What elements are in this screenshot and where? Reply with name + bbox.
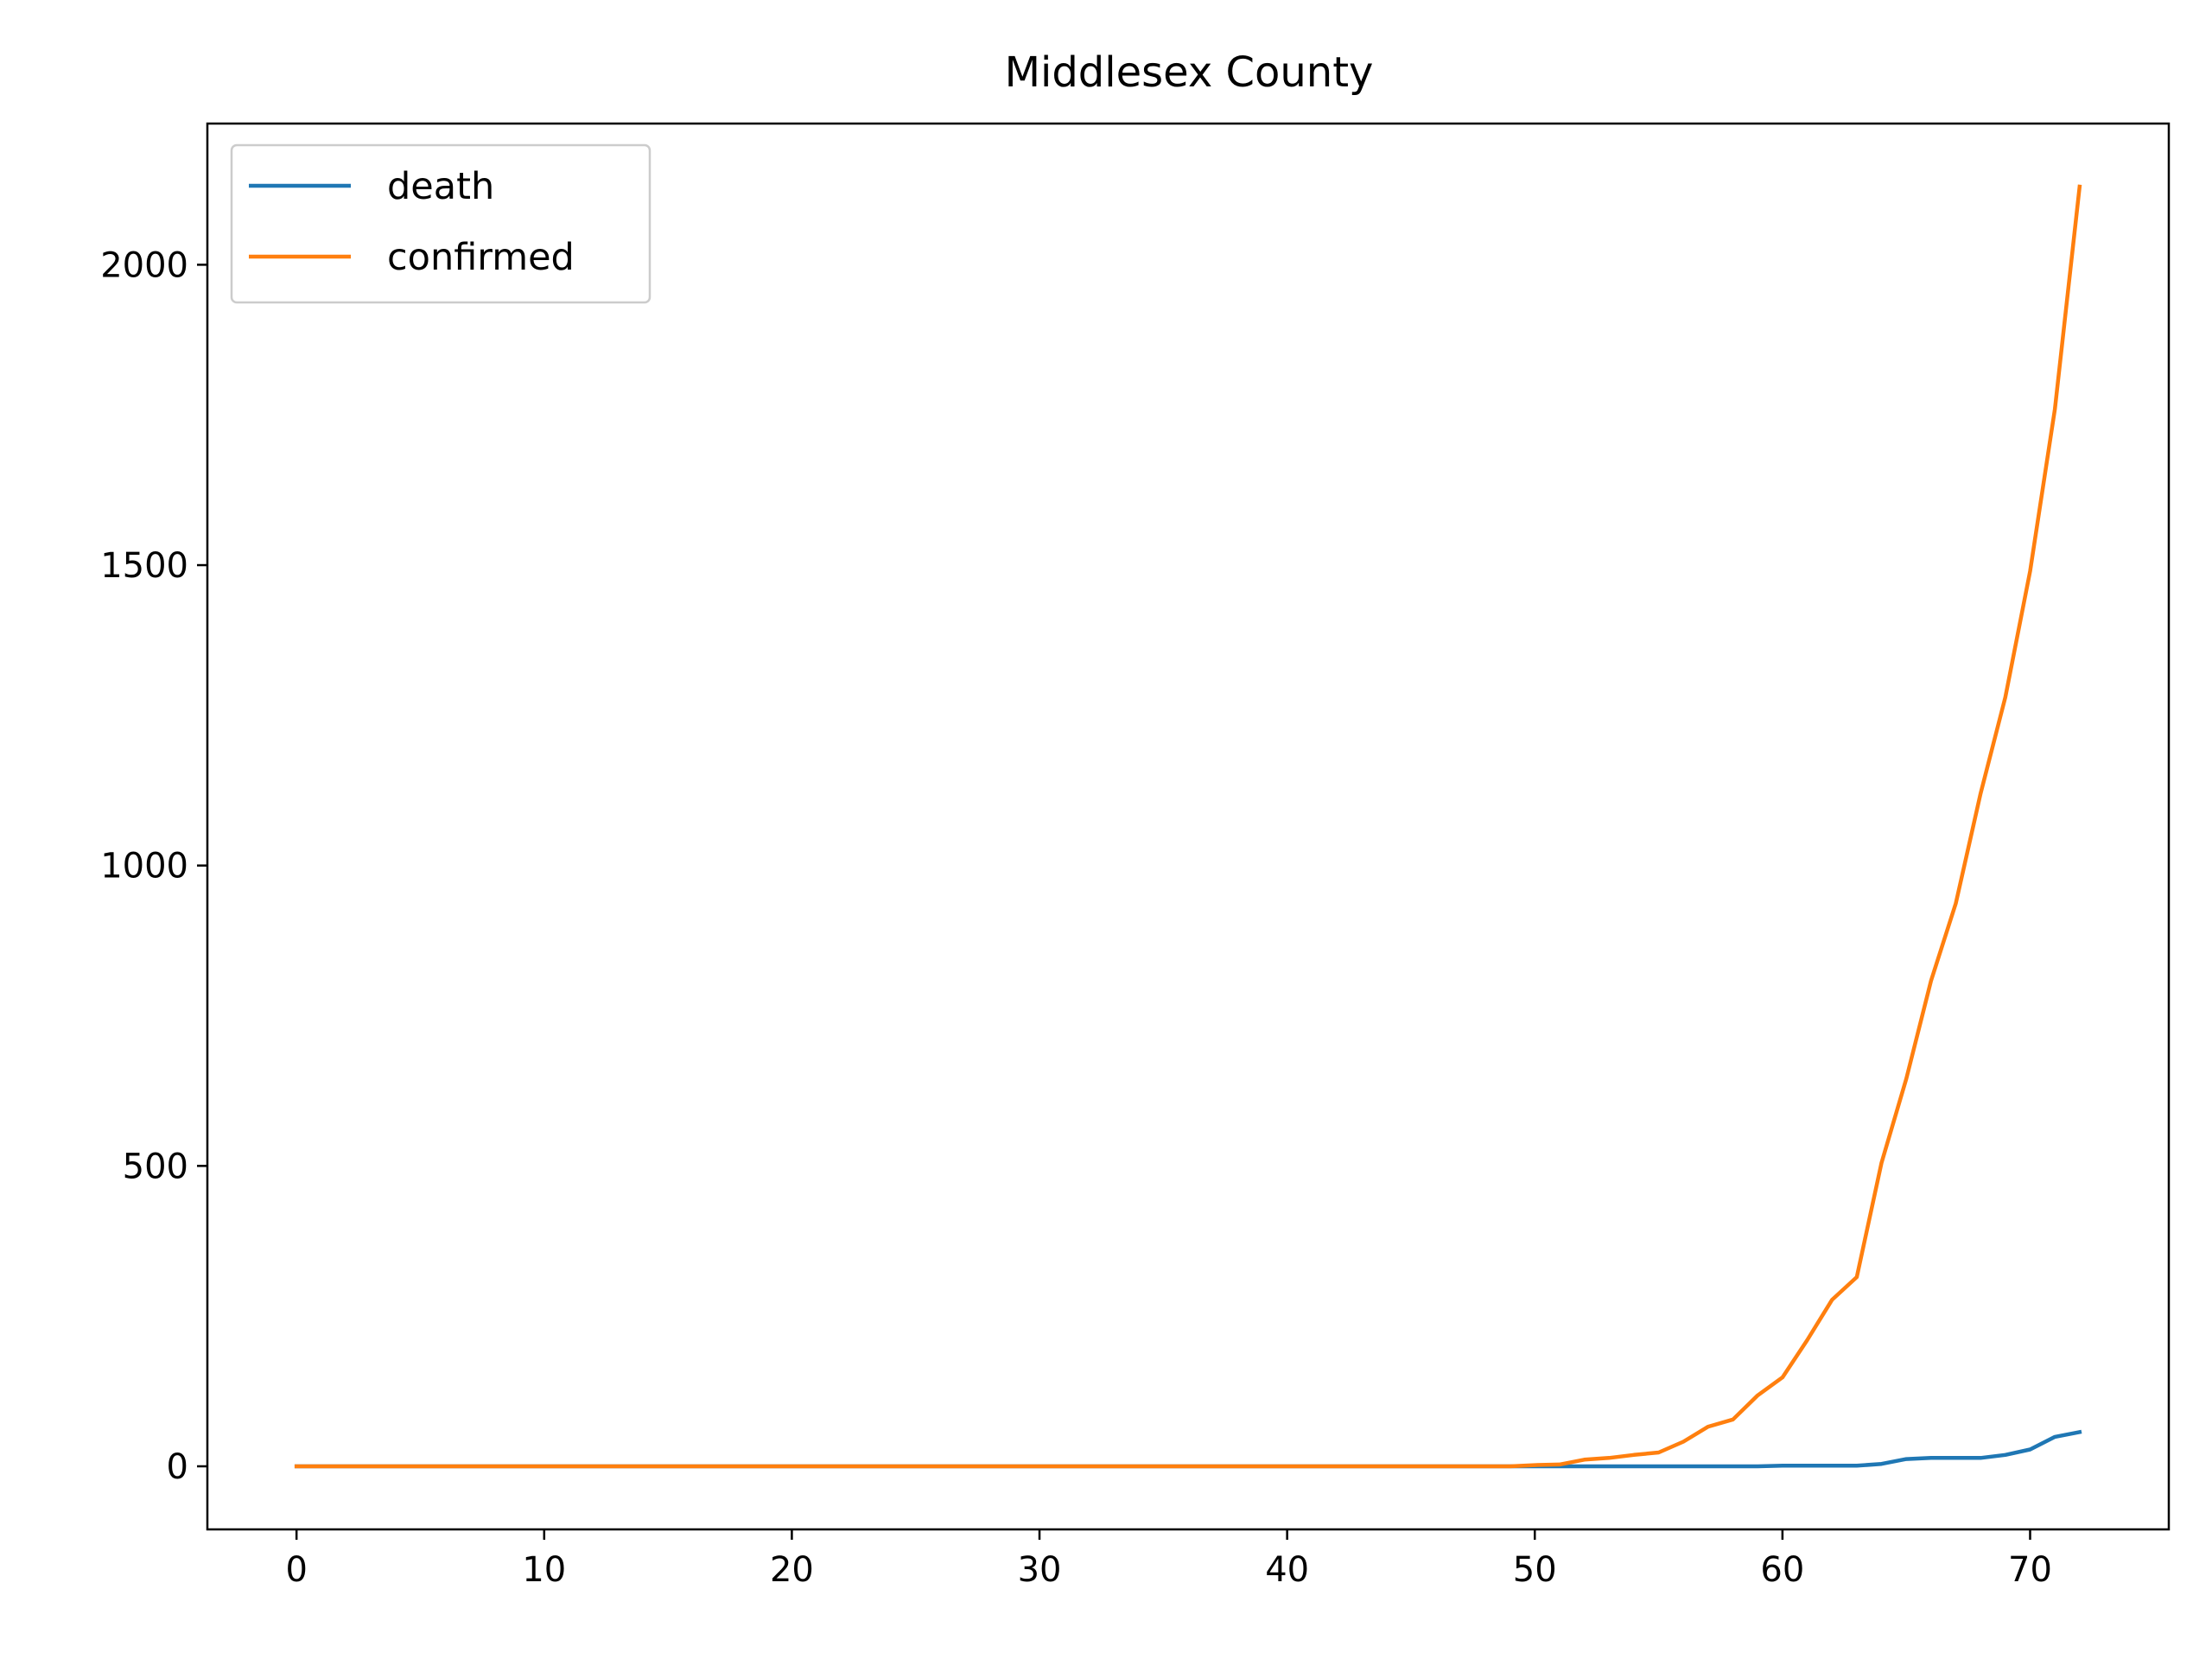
y-tick-label: 1500 xyxy=(100,546,188,586)
x-tick-label: 30 xyxy=(1018,1550,1062,1590)
y-axis: 0 500 1000 1500 2000 xyxy=(100,245,207,1487)
chart-title: Middlesex County xyxy=(1005,48,1374,97)
y-tick-label: 2000 xyxy=(100,245,188,285)
x-tick-label: 0 xyxy=(285,1550,307,1590)
y-tick-label: 500 xyxy=(123,1147,188,1186)
legend: death confirmed xyxy=(230,143,652,304)
legend-label-confirmed: confirmed xyxy=(387,236,575,279)
x-axis: 0 10 20 30 40 50 60 70 xyxy=(285,1529,2052,1590)
series-line-confirmed xyxy=(294,184,2082,1469)
plot-frame xyxy=(206,122,2171,1531)
legend-label-death: death xyxy=(387,165,494,208)
x-tick-label: 70 xyxy=(2008,1550,2052,1590)
y-tick-label: 0 xyxy=(167,1447,188,1487)
x-tick-label: 50 xyxy=(1513,1550,1557,1590)
x-tick-label: 10 xyxy=(522,1550,566,1590)
x-tick-label: 20 xyxy=(770,1550,814,1590)
series-line-death xyxy=(294,1429,2082,1469)
x-tick-label: 40 xyxy=(1265,1550,1309,1590)
y-tick-label: 1000 xyxy=(100,847,188,887)
x-tick-label: 60 xyxy=(1760,1550,1804,1590)
series-layer xyxy=(294,184,2082,1469)
